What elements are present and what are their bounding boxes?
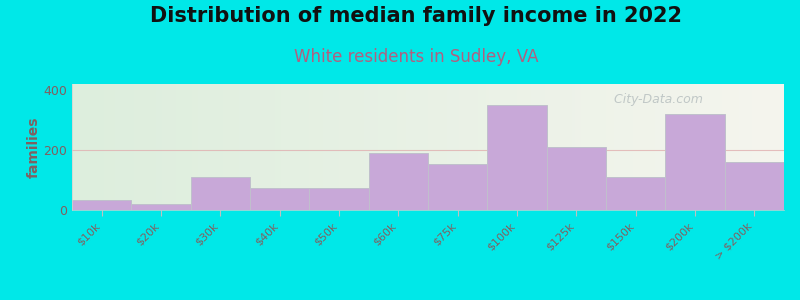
Text: City-Data.com: City-Data.com xyxy=(606,93,703,106)
Bar xyxy=(369,153,428,210)
Bar xyxy=(725,162,784,210)
Text: White residents in Sudley, VA: White residents in Sudley, VA xyxy=(294,48,538,66)
Bar xyxy=(72,200,131,210)
Bar xyxy=(487,105,546,210)
Bar xyxy=(606,177,666,210)
Bar xyxy=(310,188,369,210)
Bar xyxy=(666,114,725,210)
Y-axis label: families: families xyxy=(26,116,41,178)
Bar xyxy=(546,147,606,210)
Bar xyxy=(250,188,310,210)
Bar xyxy=(131,204,190,210)
Bar xyxy=(428,164,487,210)
Bar xyxy=(190,177,250,210)
Text: Distribution of median family income in 2022: Distribution of median family income in … xyxy=(150,6,682,26)
